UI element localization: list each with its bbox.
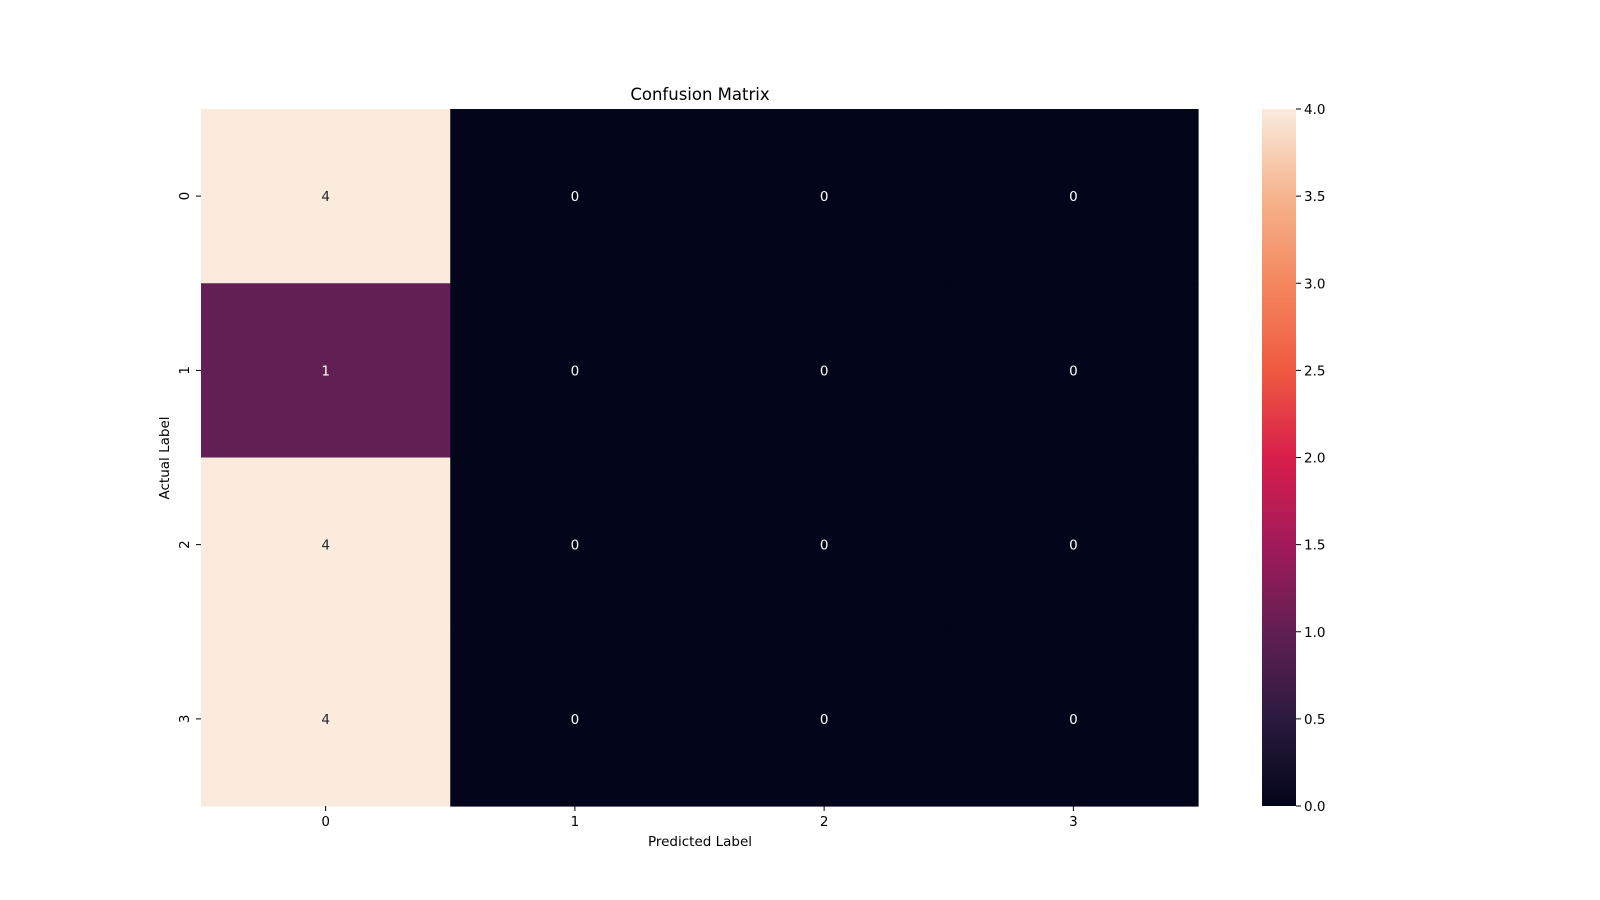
- heatmap-cell-2-2: [699, 457, 950, 633]
- colorbar: [1262, 109, 1296, 806]
- heatmap-cell-0-1: [450, 109, 701, 284]
- heatmap-cells: [201, 109, 1199, 807]
- x-tick-label-3: 3: [1069, 814, 1078, 830]
- x-axis-ticks: 0 1 2 3: [321, 806, 1078, 830]
- cell-annotation-2-3: 0: [1069, 538, 1078, 554]
- x-tick-label-0: 0: [321, 814, 330, 830]
- colorbar-tick-label-7: 3.5: [1304, 189, 1325, 205]
- colorbar-tick-label-0: 0.0: [1304, 799, 1325, 815]
- colorbar-tick-label-4: 2.0: [1304, 451, 1325, 467]
- y-tick-label-3: 3: [177, 715, 193, 724]
- heatmap-cell-0-0: [201, 109, 451, 284]
- colorbar-tick-label-2: 1.0: [1304, 625, 1325, 641]
- cell-annotation-1-3: 0: [1069, 363, 1078, 379]
- y-axis-label: Actual Label: [157, 416, 173, 499]
- cell-annotation-1-2: 0: [820, 363, 829, 379]
- heatmap-cell-2-1: [450, 457, 701, 633]
- cell-annotation-3-2: 0: [820, 712, 829, 728]
- heatmap-cell-3-1: [450, 631, 701, 807]
- colorbar-tick-label-1: 0.5: [1304, 712, 1325, 728]
- cell-annotation-2-1: 0: [571, 538, 580, 554]
- cell-annotation-0-0: 4: [321, 189, 330, 205]
- x-axis-label: Predicted Label: [648, 834, 752, 850]
- heatmap-cell-2-0: [201, 457, 451, 633]
- colorbar-tick-label-5: 2.5: [1304, 363, 1325, 379]
- heatmap-cell-1-0: [201, 283, 451, 459]
- heatmap-cell-1-1: [450, 283, 701, 459]
- y-tick-label-2: 2: [177, 540, 193, 549]
- colorbar-tick-label-6: 3.0: [1304, 276, 1325, 292]
- heatmap-cell-0-3: [948, 109, 1199, 284]
- heatmap-cell-1-3: [948, 283, 1199, 459]
- heatmap-cell-3-0: [201, 631, 451, 807]
- heatmap-cell-0-2: [699, 109, 950, 284]
- y-axis-ticks: 0 1 2 3: [177, 192, 201, 723]
- x-tick-label-2: 2: [820, 814, 829, 830]
- cell-annotation-1-0: 1: [321, 363, 330, 379]
- x-tick-label-1: 1: [571, 814, 580, 830]
- cell-annotation-0-3: 0: [1069, 189, 1078, 205]
- heatmap-cell-3-3: [948, 631, 1199, 807]
- colorbar-tick-label-3: 1.5: [1304, 538, 1325, 554]
- cell-annotation-0-2: 0: [820, 189, 829, 205]
- heatmap-cell-2-3: [948, 457, 1199, 633]
- y-tick-label-1: 1: [177, 366, 193, 375]
- chart-title: Confusion Matrix: [630, 85, 770, 104]
- colorbar-ticks: 0.0 0.5 1.0 1.5 2.0 2.5 3.0 3.5 4.0: [1296, 102, 1325, 815]
- cell-annotation-2-2: 0: [820, 538, 829, 554]
- cell-annotation-3-3: 0: [1069, 712, 1078, 728]
- cell-annotation-3-0: 4: [321, 712, 330, 728]
- heatmap-cell-1-2: [699, 283, 950, 459]
- y-tick-label-0: 0: [177, 192, 193, 201]
- cell-annotation-3-1: 0: [571, 712, 580, 728]
- cell-annotation-2-0: 4: [321, 538, 330, 554]
- cell-annotation-1-1: 0: [571, 363, 580, 379]
- cell-annotation-0-1: 0: [571, 189, 580, 205]
- heatmap-annotations: 4 0 0 0 1 0 0 0 4 0 0 0 4 0 0 0: [321, 189, 1077, 728]
- colorbar-tick-label-8: 4.0: [1304, 102, 1325, 118]
- heatmap-cell-3-2: [699, 631, 950, 807]
